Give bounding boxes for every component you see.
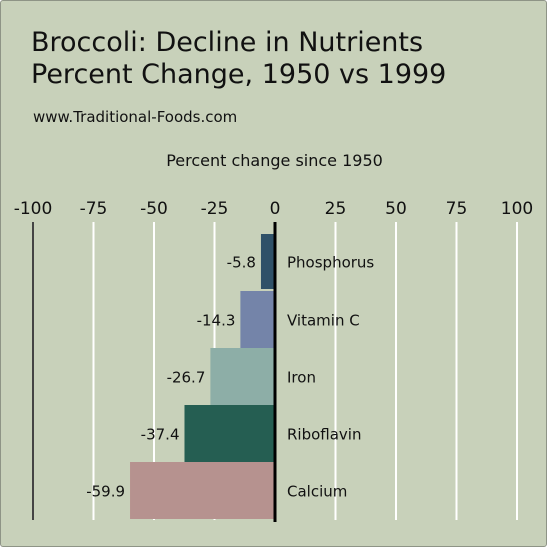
bar-labels: -5.8 Phosphorus -14.3 Vitamin C -26.7 Iron -37…: [86, 222, 374, 522]
bars: [130, 234, 275, 519]
x-axis-label: Percent change since 1950: [166, 151, 383, 170]
x-tick-label: 25: [325, 199, 347, 219]
category-label: Iron: [287, 369, 316, 387]
source-website: www.Traditional-Foods.com: [33, 108, 238, 126]
x-axis-ticks: -100 -75 -50 -25 0 25 50 75 100: [14, 199, 534, 219]
value-label: -5.8: [227, 254, 256, 272]
chart-title-line-2: Percent Change, 1950 vs 1999: [31, 59, 447, 90]
x-tick-label: 0: [270, 199, 281, 219]
bar-phosphorus: [260, 234, 275, 289]
x-tick-label: -25: [201, 199, 229, 219]
category-label: Vitamin C: [287, 312, 360, 330]
category-label: Phosphorus: [287, 254, 374, 272]
category-label: Calcium: [287, 483, 347, 501]
value-label: -37.4: [141, 426, 180, 444]
x-tick-label: -75: [80, 199, 108, 219]
chart-title-line-1: Broccoli: Decline in Nutrients: [31, 27, 424, 58]
x-tick-label: 100: [501, 199, 533, 219]
x-tick-label: -100: [14, 199, 53, 219]
value-label: -14.3: [197, 312, 236, 330]
x-tick-label: -50: [140, 199, 168, 219]
bar-calcium: [130, 462, 275, 519]
category-label: Riboflavin: [287, 426, 361, 444]
value-label: -59.9: [86, 483, 125, 501]
bar-iron: [210, 348, 275, 405]
bar-vitamin-c: [240, 291, 275, 348]
value-label: -26.7: [167, 369, 206, 387]
x-tick-label: 75: [446, 199, 468, 219]
x-tick-label: 50: [385, 199, 407, 219]
bar-riboflavin: [184, 405, 275, 462]
